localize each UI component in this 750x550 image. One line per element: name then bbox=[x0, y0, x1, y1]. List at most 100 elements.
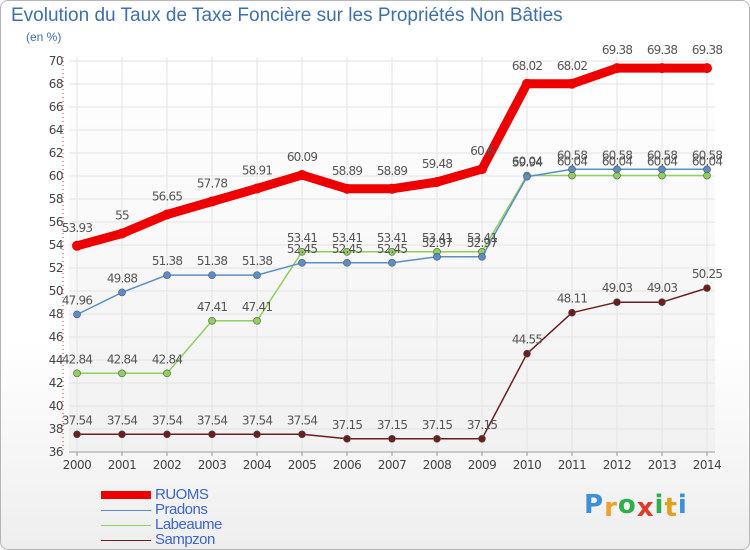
data-label-ruoms: 59.48 bbox=[422, 157, 453, 171]
data-label-ruoms: 56.65 bbox=[152, 190, 183, 204]
data-label-sampzon: 37.15 bbox=[377, 418, 408, 432]
data-label-pradons: 60.58 bbox=[647, 148, 678, 162]
y-tick-label: 70 bbox=[49, 54, 63, 68]
logo-letter: o bbox=[617, 490, 637, 520]
data-label-pradons: 51.38 bbox=[197, 254, 228, 268]
data-point-pradons bbox=[208, 271, 216, 279]
data-label-pradons: 60.58 bbox=[557, 148, 588, 162]
data-point-sampzon bbox=[388, 434, 396, 443]
x-tick-label: 2012 bbox=[603, 458, 632, 472]
data-label-sampzon: 37.15 bbox=[422, 418, 453, 432]
y-tick-label: 50 bbox=[49, 284, 63, 298]
data-label-sampzon: 37.54 bbox=[152, 413, 183, 427]
data-point-ruoms bbox=[207, 196, 217, 207]
data-label-pradons: 52.97 bbox=[422, 236, 453, 250]
data-point-labeaume bbox=[343, 247, 351, 256]
data-point-ruoms bbox=[387, 183, 397, 194]
data-label-labeaume: 60.04 bbox=[692, 155, 723, 169]
legend-label: Labeaume bbox=[155, 516, 222, 533]
data-point-sampzon bbox=[343, 434, 351, 443]
data-point-sampzon bbox=[433, 434, 441, 443]
data-label-labeaume: 42.84 bbox=[62, 352, 93, 366]
data-label-ruoms: 57.78 bbox=[197, 177, 228, 191]
data-point-pradons bbox=[163, 271, 171, 279]
data-label-sampzon: 37.54 bbox=[287, 413, 318, 427]
data-point-labeaume bbox=[163, 369, 171, 378]
y-tick-label: 62 bbox=[49, 146, 63, 160]
logo-letter: r bbox=[604, 493, 618, 523]
y-tick-label: 54 bbox=[49, 238, 63, 252]
data-label-ruoms: 58.89 bbox=[332, 164, 363, 178]
data-label-pradons: 52.97 bbox=[467, 236, 498, 250]
data-point-ruoms bbox=[657, 63, 667, 74]
data-point-sampzon bbox=[568, 308, 576, 317]
data-point-sampzon bbox=[73, 430, 81, 439]
data-label-ruoms: 60.6 bbox=[470, 144, 494, 158]
y-tick-label: 68 bbox=[49, 77, 63, 91]
x-tick-label: 2003 bbox=[198, 458, 227, 472]
data-point-labeaume bbox=[388, 247, 396, 256]
data-point-ruoms bbox=[72, 240, 82, 251]
legend-swatch bbox=[101, 524, 151, 526]
x-tick-label: 2014 bbox=[693, 458, 722, 472]
legend-swatch bbox=[101, 539, 151, 541]
data-label-sampzon: 49.03 bbox=[647, 281, 678, 295]
y-tick-label: 66 bbox=[49, 100, 63, 114]
data-label-ruoms: 53.93 bbox=[62, 221, 93, 235]
data-point-pradons bbox=[118, 288, 126, 297]
data-label-pradons: 47.96 bbox=[62, 293, 93, 307]
y-tick-label: 42 bbox=[49, 376, 63, 390]
legend-swatch bbox=[101, 491, 151, 499]
data-point-pradons bbox=[523, 172, 531, 181]
data-point-ruoms bbox=[297, 169, 307, 180]
data-label-ruoms: 69.38 bbox=[692, 43, 723, 57]
data-label-labeaume: 47.41 bbox=[197, 300, 228, 314]
logo-letter: i bbox=[677, 490, 688, 520]
data-label-labeaume: 53.41 bbox=[287, 231, 318, 245]
data-point-ruoms bbox=[612, 63, 622, 74]
data-label-pradons: 51.38 bbox=[152, 254, 183, 268]
y-tick-label: 60 bbox=[49, 169, 63, 183]
data-point-ruoms bbox=[252, 183, 262, 194]
x-tick-label: 2013 bbox=[648, 458, 677, 472]
y-tick-label: 48 bbox=[49, 307, 63, 321]
logo-letter: x bbox=[636, 493, 655, 523]
y-tick-label: 40 bbox=[49, 399, 63, 413]
x-tick-label: 2009 bbox=[468, 458, 497, 472]
data-label-sampzon: 44.55 bbox=[512, 333, 543, 347]
data-point-pradons bbox=[253, 271, 261, 279]
x-tick-label: 2010 bbox=[513, 458, 542, 472]
data-label-labeaume: 53.41 bbox=[422, 231, 453, 245]
x-tick-label: 2005 bbox=[288, 458, 317, 472]
data-point-ruoms bbox=[522, 78, 532, 89]
data-label-sampzon: 48.11 bbox=[557, 292, 588, 306]
unit-label: (en %) bbox=[26, 30, 62, 44]
data-point-sampzon bbox=[118, 430, 126, 439]
data-label-sampzon: 37.54 bbox=[107, 413, 138, 427]
x-tick-label: 2006 bbox=[333, 458, 362, 472]
data-label-ruoms: 68.02 bbox=[512, 59, 543, 73]
data-label-sampzon: 37.54 bbox=[242, 413, 273, 427]
logo-letter: P bbox=[584, 490, 605, 520]
data-point-labeaume bbox=[298, 247, 306, 256]
chart-title: Evolution du Taux de Taxe Foncière sur l… bbox=[11, 5, 563, 26]
y-tick-label: 52 bbox=[49, 261, 63, 275]
data-label-ruoms: 55 bbox=[115, 209, 129, 223]
y-tick-label: 36 bbox=[49, 445, 63, 459]
data-point-labeaume bbox=[253, 316, 261, 325]
data-label-pradons: 52.45 bbox=[377, 242, 408, 256]
legend-label: RUOMS bbox=[155, 486, 209, 503]
data-point-pradons bbox=[658, 165, 666, 174]
proxiti-logo: Proxiti bbox=[584, 490, 688, 523]
x-tick-label: 2002 bbox=[153, 458, 182, 472]
data-point-sampzon bbox=[523, 349, 531, 358]
data-label-ruoms: 60.09 bbox=[287, 150, 318, 164]
data-label-labeaume: 53.41 bbox=[332, 231, 363, 245]
legend-label: Sampzon bbox=[155, 531, 215, 548]
x-tick-label: 2008 bbox=[423, 458, 452, 472]
data-point-pradons bbox=[568, 165, 576, 174]
data-point-sampzon bbox=[613, 298, 621, 306]
y-tick-label: 56 bbox=[49, 215, 63, 229]
data-label-labeaume: 60.04 bbox=[647, 155, 678, 169]
